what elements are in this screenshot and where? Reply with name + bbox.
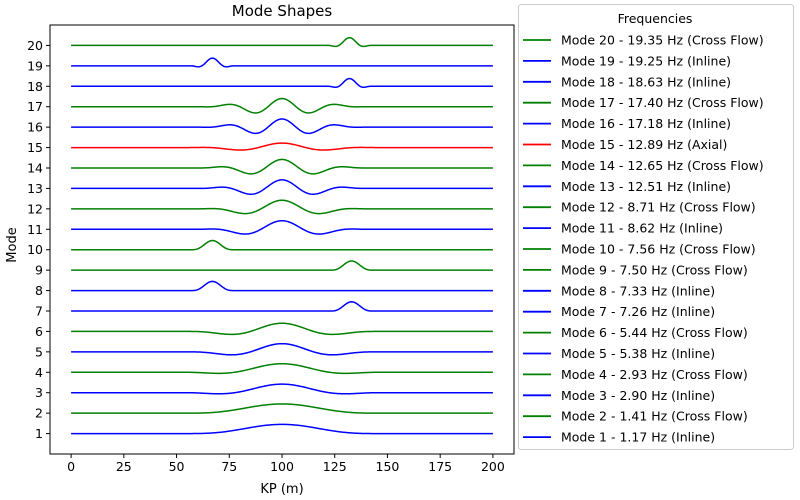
y-tick-label: 15 — [27, 140, 43, 155]
plot-area — [49, 24, 515, 455]
legend-entry-label: Mode 14 - 12.65 Hz (Cross Flow) — [561, 158, 764, 173]
legend-frame — [518, 4, 794, 450]
mode-13-curve — [71, 179, 493, 195]
legend-entry-label: Mode 15 - 12.89 Hz (Axial) — [561, 137, 727, 152]
y-tick-label: 3 — [35, 385, 43, 400]
x-tick-label: 50 — [169, 459, 185, 474]
x-tick-label: 150 — [376, 459, 400, 474]
legend-entry-label: Mode 11 - 8.62 Hz (Inline) — [561, 221, 723, 236]
mode-3-curve — [71, 383, 493, 395]
y-tick-label: 20 — [27, 38, 43, 53]
mode-2-curve — [71, 403, 493, 414]
legend-entry-label: Mode 12 - 8.71 Hz (Cross Flow) — [561, 200, 756, 215]
mode-9-curve — [71, 260, 493, 271]
x-tick-label: 75 — [221, 459, 237, 474]
y-tick-label: 12 — [27, 201, 43, 216]
mode-8-curve — [71, 280, 493, 292]
mode-19-curve — [71, 57, 493, 68]
mode-7-curve — [71, 301, 493, 312]
mode-18-curve — [71, 77, 493, 89]
legend-entry-label: Mode 20 - 19.35 Hz (Cross Flow) — [561, 33, 764, 48]
legend-entry-label: Mode 5 - 5.38 Hz (Inline) — [561, 346, 715, 361]
mode-4-curve — [71, 362, 493, 375]
y-tick-label: 7 — [35, 304, 43, 319]
legend-entry-label: Mode 1 - 1.17 Hz (Inline) — [561, 430, 715, 445]
legend-entry-label: Mode 7 - 7.26 Hz (Inline) — [561, 304, 715, 319]
axes-frame — [49, 24, 515, 455]
y-tick-label: 14 — [27, 161, 43, 176]
mode-14-curve — [71, 158, 493, 175]
legend: Frequencies Mode 20 - 19.35 Hz (Cross Fl… — [518, 4, 794, 450]
legend-entry-label: Mode 19 - 19.25 Hz (Inline) — [561, 53, 731, 68]
legend-entry-label: Mode 3 - 2.90 Hz (Inline) — [561, 388, 715, 403]
legend-entry-label: Mode 16 - 17.18 Hz (Inline) — [561, 116, 731, 131]
y-tick-label: 16 — [27, 120, 43, 135]
y-tick-label: 11 — [27, 222, 43, 237]
legend-entry-label: Mode 9 - 7.50 Hz (Cross Flow) — [561, 262, 748, 277]
x-tick-label: 200 — [481, 459, 505, 474]
y-tick-label: 1 — [35, 426, 43, 441]
y-tick-label: 10 — [27, 242, 43, 257]
x-axis: 0 25 50 75 100 125 150 175 200 — [67, 454, 505, 474]
mode-11-curve — [71, 219, 493, 235]
legend-title: Frequencies — [618, 11, 693, 26]
mode-5-curve — [71, 342, 493, 356]
chart-title: Mode Shapes — [232, 2, 333, 20]
mode-10-curve — [71, 239, 493, 251]
x-tick-label: 0 — [67, 459, 75, 474]
legend-entry-label: Mode 4 - 2.93 Hz (Cross Flow) — [561, 367, 748, 382]
y-tick-label: 6 — [35, 324, 43, 339]
legend-entry-label: Mode 6 - 5.44 Hz (Cross Flow) — [561, 325, 748, 340]
x-tick-label: 175 — [428, 459, 452, 474]
y-tick-label: 18 — [27, 79, 43, 94]
mode-12-curve — [71, 199, 493, 215]
legend-entry-label: Mode 2 - 1.41 Hz (Cross Flow) — [561, 409, 748, 424]
x-tick-label: 25 — [116, 459, 132, 474]
mode-1-curve — [71, 423, 493, 435]
y-tick-label: 13 — [27, 181, 43, 196]
legend-items: Mode 20 - 19.35 Hz (Cross Flow) Mode 19 -… — [523, 33, 764, 445]
y-tick-label: 17 — [27, 99, 43, 114]
x-axis-label: KP (m) — [260, 482, 303, 497]
legend-entry-label: Mode 17 - 17.40 Hz (Cross Flow) — [561, 95, 764, 110]
x-tick-label: 125 — [323, 459, 347, 474]
y-axis-label: Mode — [5, 227, 20, 262]
y-tick-label: 19 — [27, 58, 43, 73]
y-tick-label: 2 — [35, 406, 43, 421]
y-tick-label: 5 — [35, 344, 43, 359]
y-tick-label: 4 — [35, 365, 43, 380]
mode-17-curve — [71, 97, 493, 114]
mode-15-curve — [71, 142, 493, 151]
y-tick-label: 8 — [35, 283, 43, 298]
legend-entry-label: Mode 10 - 7.56 Hz (Cross Flow) — [561, 242, 756, 257]
legend-entry-label: Mode 13 - 12.51 Hz (Inline) — [561, 179, 731, 194]
legend-entry-label: Mode 18 - 18.63 Hz (Inline) — [561, 74, 731, 89]
mode-20-curve — [71, 36, 493, 48]
mode-6-curve — [71, 322, 493, 336]
x-tick-label: 100 — [270, 459, 294, 474]
mode-16-curve — [71, 118, 493, 135]
y-tick-label: 9 — [35, 263, 43, 278]
legend-entry-label: Mode 8 - 7.33 Hz (Inline) — [561, 283, 715, 298]
